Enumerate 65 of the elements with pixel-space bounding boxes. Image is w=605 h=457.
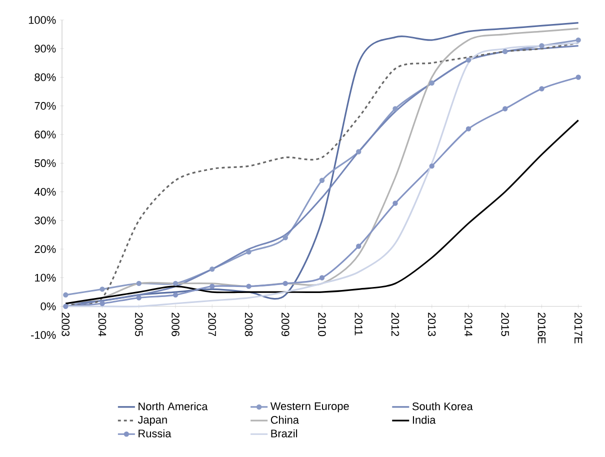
x-tick-label: 2011 <box>354 312 362 336</box>
legend-label: South Korea <box>412 402 473 410</box>
point <box>539 86 544 92</box>
y-tick-label: 0% <box>40 302 56 310</box>
x-tick-label: 2005 <box>135 312 143 336</box>
legend-label: Russia <box>138 429 172 438</box>
x-tick-label: 2008 <box>244 312 253 336</box>
x-tick-label: 2013 <box>428 312 436 336</box>
point <box>282 235 288 240</box>
point <box>576 74 581 80</box>
point <box>392 106 398 112</box>
y-tick-label: 30% <box>34 216 56 224</box>
y-tick-label: 50% <box>34 159 56 168</box>
point <box>172 292 178 298</box>
point <box>392 200 398 206</box>
x-tick-label: 2003 <box>62 312 70 336</box>
point <box>576 37 581 43</box>
point <box>356 244 362 249</box>
point <box>539 43 544 48</box>
point <box>502 106 508 112</box>
y-tick-label: 20% <box>34 245 56 253</box>
x-tick-label: 2010 <box>318 312 326 336</box>
x-tick-label: 2006 <box>172 312 180 336</box>
point <box>319 275 325 280</box>
y-tick-label: 40% <box>34 188 56 196</box>
point <box>100 300 105 306</box>
point <box>246 284 252 289</box>
y-tick-label: 80% <box>34 73 56 82</box>
point <box>246 249 252 255</box>
point <box>502 48 508 54</box>
point <box>136 280 142 286</box>
y-tick-label: 100% <box>28 16 56 24</box>
point <box>429 163 434 169</box>
legend-label: India <box>412 416 436 424</box>
point <box>63 304 68 309</box>
point <box>466 126 472 132</box>
point <box>63 292 68 298</box>
point <box>319 178 325 183</box>
legend-label: North America <box>138 402 208 410</box>
x-tick-label: 2017E <box>574 312 582 344</box>
point <box>429 80 434 86</box>
point <box>210 266 215 272</box>
y-tick-label: 90% <box>34 44 56 53</box>
x-tick-label: 2015 <box>501 312 509 336</box>
x-tick-label: 2004 <box>98 312 106 336</box>
x-tick-label: 2009 <box>282 312 290 336</box>
y-tick-label: 60% <box>34 130 56 138</box>
x-tick-label: 2007 <box>208 312 216 336</box>
y-tick-label: 70% <box>34 102 56 110</box>
point <box>136 295 142 300</box>
legend-label: Western Europe <box>270 402 349 412</box>
point <box>466 57 472 63</box>
legend-label: China <box>270 416 299 424</box>
point <box>210 284 215 289</box>
legend-label: Japan <box>138 416 167 426</box>
y-tick-label: -10% <box>31 331 56 339</box>
x-tick-label: 2014 <box>464 312 472 336</box>
point <box>282 280 288 286</box>
point <box>172 280 178 286</box>
point <box>356 149 362 154</box>
legend-label: Brazil <box>271 429 298 438</box>
point <box>100 286 105 292</box>
y-tick-label: 10% <box>35 274 56 282</box>
x-tick-label: 2012 <box>391 312 400 336</box>
x-tick-label: 2016E <box>538 312 546 344</box>
